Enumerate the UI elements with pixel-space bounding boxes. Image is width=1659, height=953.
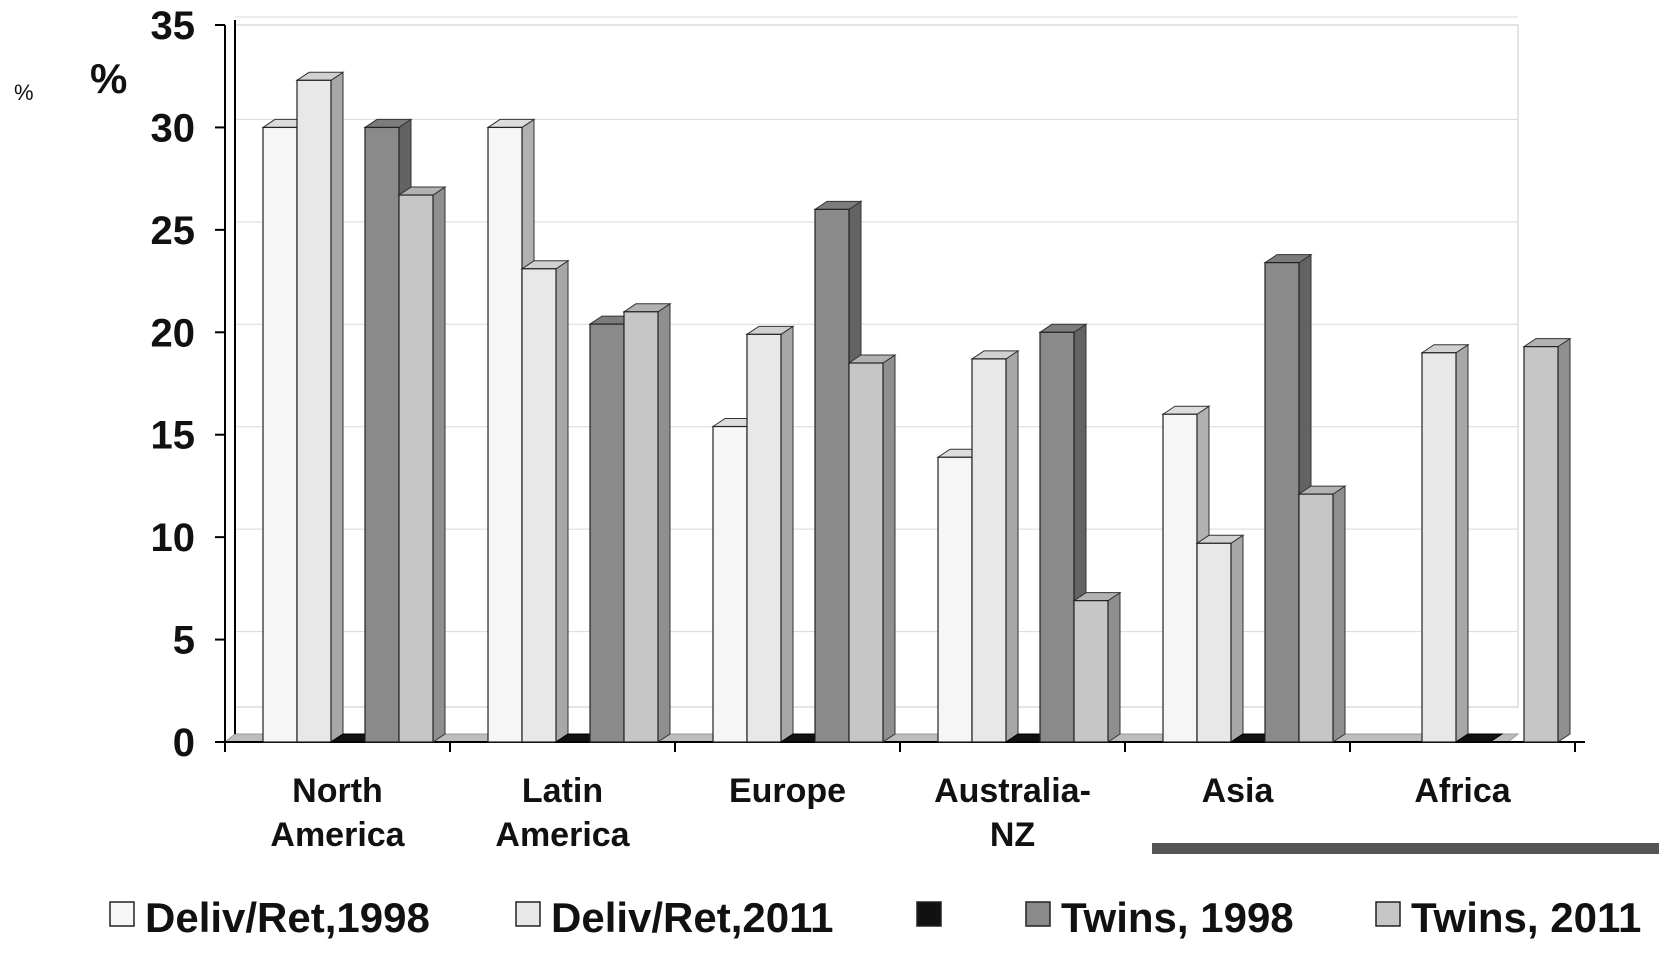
legend-item: Deliv/Ret,2011 <box>515 894 834 941</box>
bar-front <box>712 425 748 743</box>
bar <box>1420 343 1470 743</box>
bar-side <box>432 186 446 743</box>
bar-front <box>937 456 973 743</box>
bar <box>622 302 672 743</box>
bar <box>970 349 1020 743</box>
bar-side <box>1005 349 1019 743</box>
bar <box>397 186 447 743</box>
bar-front <box>589 323 625 743</box>
legend-label: Deliv/Ret,1998 <box>145 894 430 941</box>
y-tick-label: 0 <box>173 721 195 765</box>
y-tick-label: 35 <box>151 4 196 48</box>
legend-swatch <box>109 901 135 927</box>
legend-item: Deliv/Ret,1998 <box>109 894 430 941</box>
bar-front <box>848 362 884 743</box>
bar-front <box>971 358 1007 743</box>
legend-item: Twins, 1998 <box>1025 894 1294 941</box>
legend-swatch <box>515 901 541 927</box>
bar-front <box>398 194 434 743</box>
bar <box>1297 485 1347 743</box>
bar <box>295 71 345 743</box>
y-tick-label: 25 <box>151 209 196 253</box>
bar-front <box>746 333 782 743</box>
legend-swatch <box>1375 901 1401 927</box>
legend-label: Twins, 2011 <box>1411 894 1641 941</box>
bar-front <box>1298 493 1334 743</box>
bar <box>520 259 570 743</box>
legend-swatch <box>1025 901 1051 927</box>
bar-side <box>882 354 896 743</box>
bar-front <box>1162 413 1198 743</box>
bar-front <box>364 126 400 743</box>
bar-front <box>262 126 298 743</box>
y-unit-label-small: % <box>14 80 34 105</box>
bar-front <box>1039 331 1075 743</box>
bar-side <box>330 71 344 743</box>
bar-side <box>657 302 671 743</box>
bar-side <box>555 259 569 743</box>
legend-label: Twins, 1998 <box>1061 894 1294 941</box>
bar <box>1454 733 1504 743</box>
bar-side <box>1557 337 1571 743</box>
x-tick-label: North America <box>270 772 405 854</box>
bar-side <box>1332 485 1346 743</box>
legend-item: Twins, 2011 <box>1375 894 1641 941</box>
bar-side <box>780 325 794 743</box>
bar <box>847 354 897 743</box>
x-tick-label: Australia-NZ <box>934 772 1091 854</box>
bar-side <box>1230 534 1244 743</box>
decorative-strip <box>1152 843 1659 854</box>
y-tick-label: 15 <box>151 414 196 458</box>
bar-front <box>623 311 659 743</box>
bar-front <box>1073 600 1109 743</box>
x-tick-label: Africa <box>1414 772 1511 810</box>
x-axis-ticks <box>224 742 1576 752</box>
bar-front <box>296 79 332 743</box>
bar-side <box>1455 343 1469 743</box>
x-tick-label: Asia <box>1202 772 1275 810</box>
y-tick-label: 5 <box>173 619 195 663</box>
y-tick-label: 10 <box>151 516 196 560</box>
bar-front <box>814 208 850 743</box>
legend-label: Deliv/Ret,2011 <box>551 894 834 941</box>
legend: Deliv/Ret,1998 Deliv/Ret,2011 Twins, 1998 T… <box>109 894 1641 941</box>
y-tick-label: 20 <box>151 311 196 355</box>
bars <box>261 71 1572 743</box>
x-tick-label: Latin America <box>495 772 630 854</box>
bar <box>1195 534 1245 743</box>
bar-front <box>1421 352 1457 743</box>
y-tick-label: 30 <box>151 106 196 150</box>
legend-swatch <box>916 901 942 927</box>
bar-front <box>1196 542 1232 743</box>
bar-front <box>521 268 557 743</box>
legend-item <box>916 901 942 927</box>
bar <box>813 200 863 743</box>
category-labels: North America Latin America Europe Australia-… <box>270 772 1511 854</box>
bar-front <box>1523 346 1559 743</box>
bar-front <box>1264 262 1300 743</box>
bar <box>1072 591 1122 743</box>
x-tick-label: Europe <box>729 772 846 810</box>
bar-front <box>487 126 523 743</box>
bar-side <box>1107 591 1121 743</box>
bar-top <box>1454 733 1504 743</box>
y-axis-ticks: 0 5 10 15 20 25 30 35 <box>151 4 225 765</box>
bar <box>745 325 795 743</box>
bar <box>1522 337 1572 743</box>
y-unit-label: % <box>90 55 127 102</box>
